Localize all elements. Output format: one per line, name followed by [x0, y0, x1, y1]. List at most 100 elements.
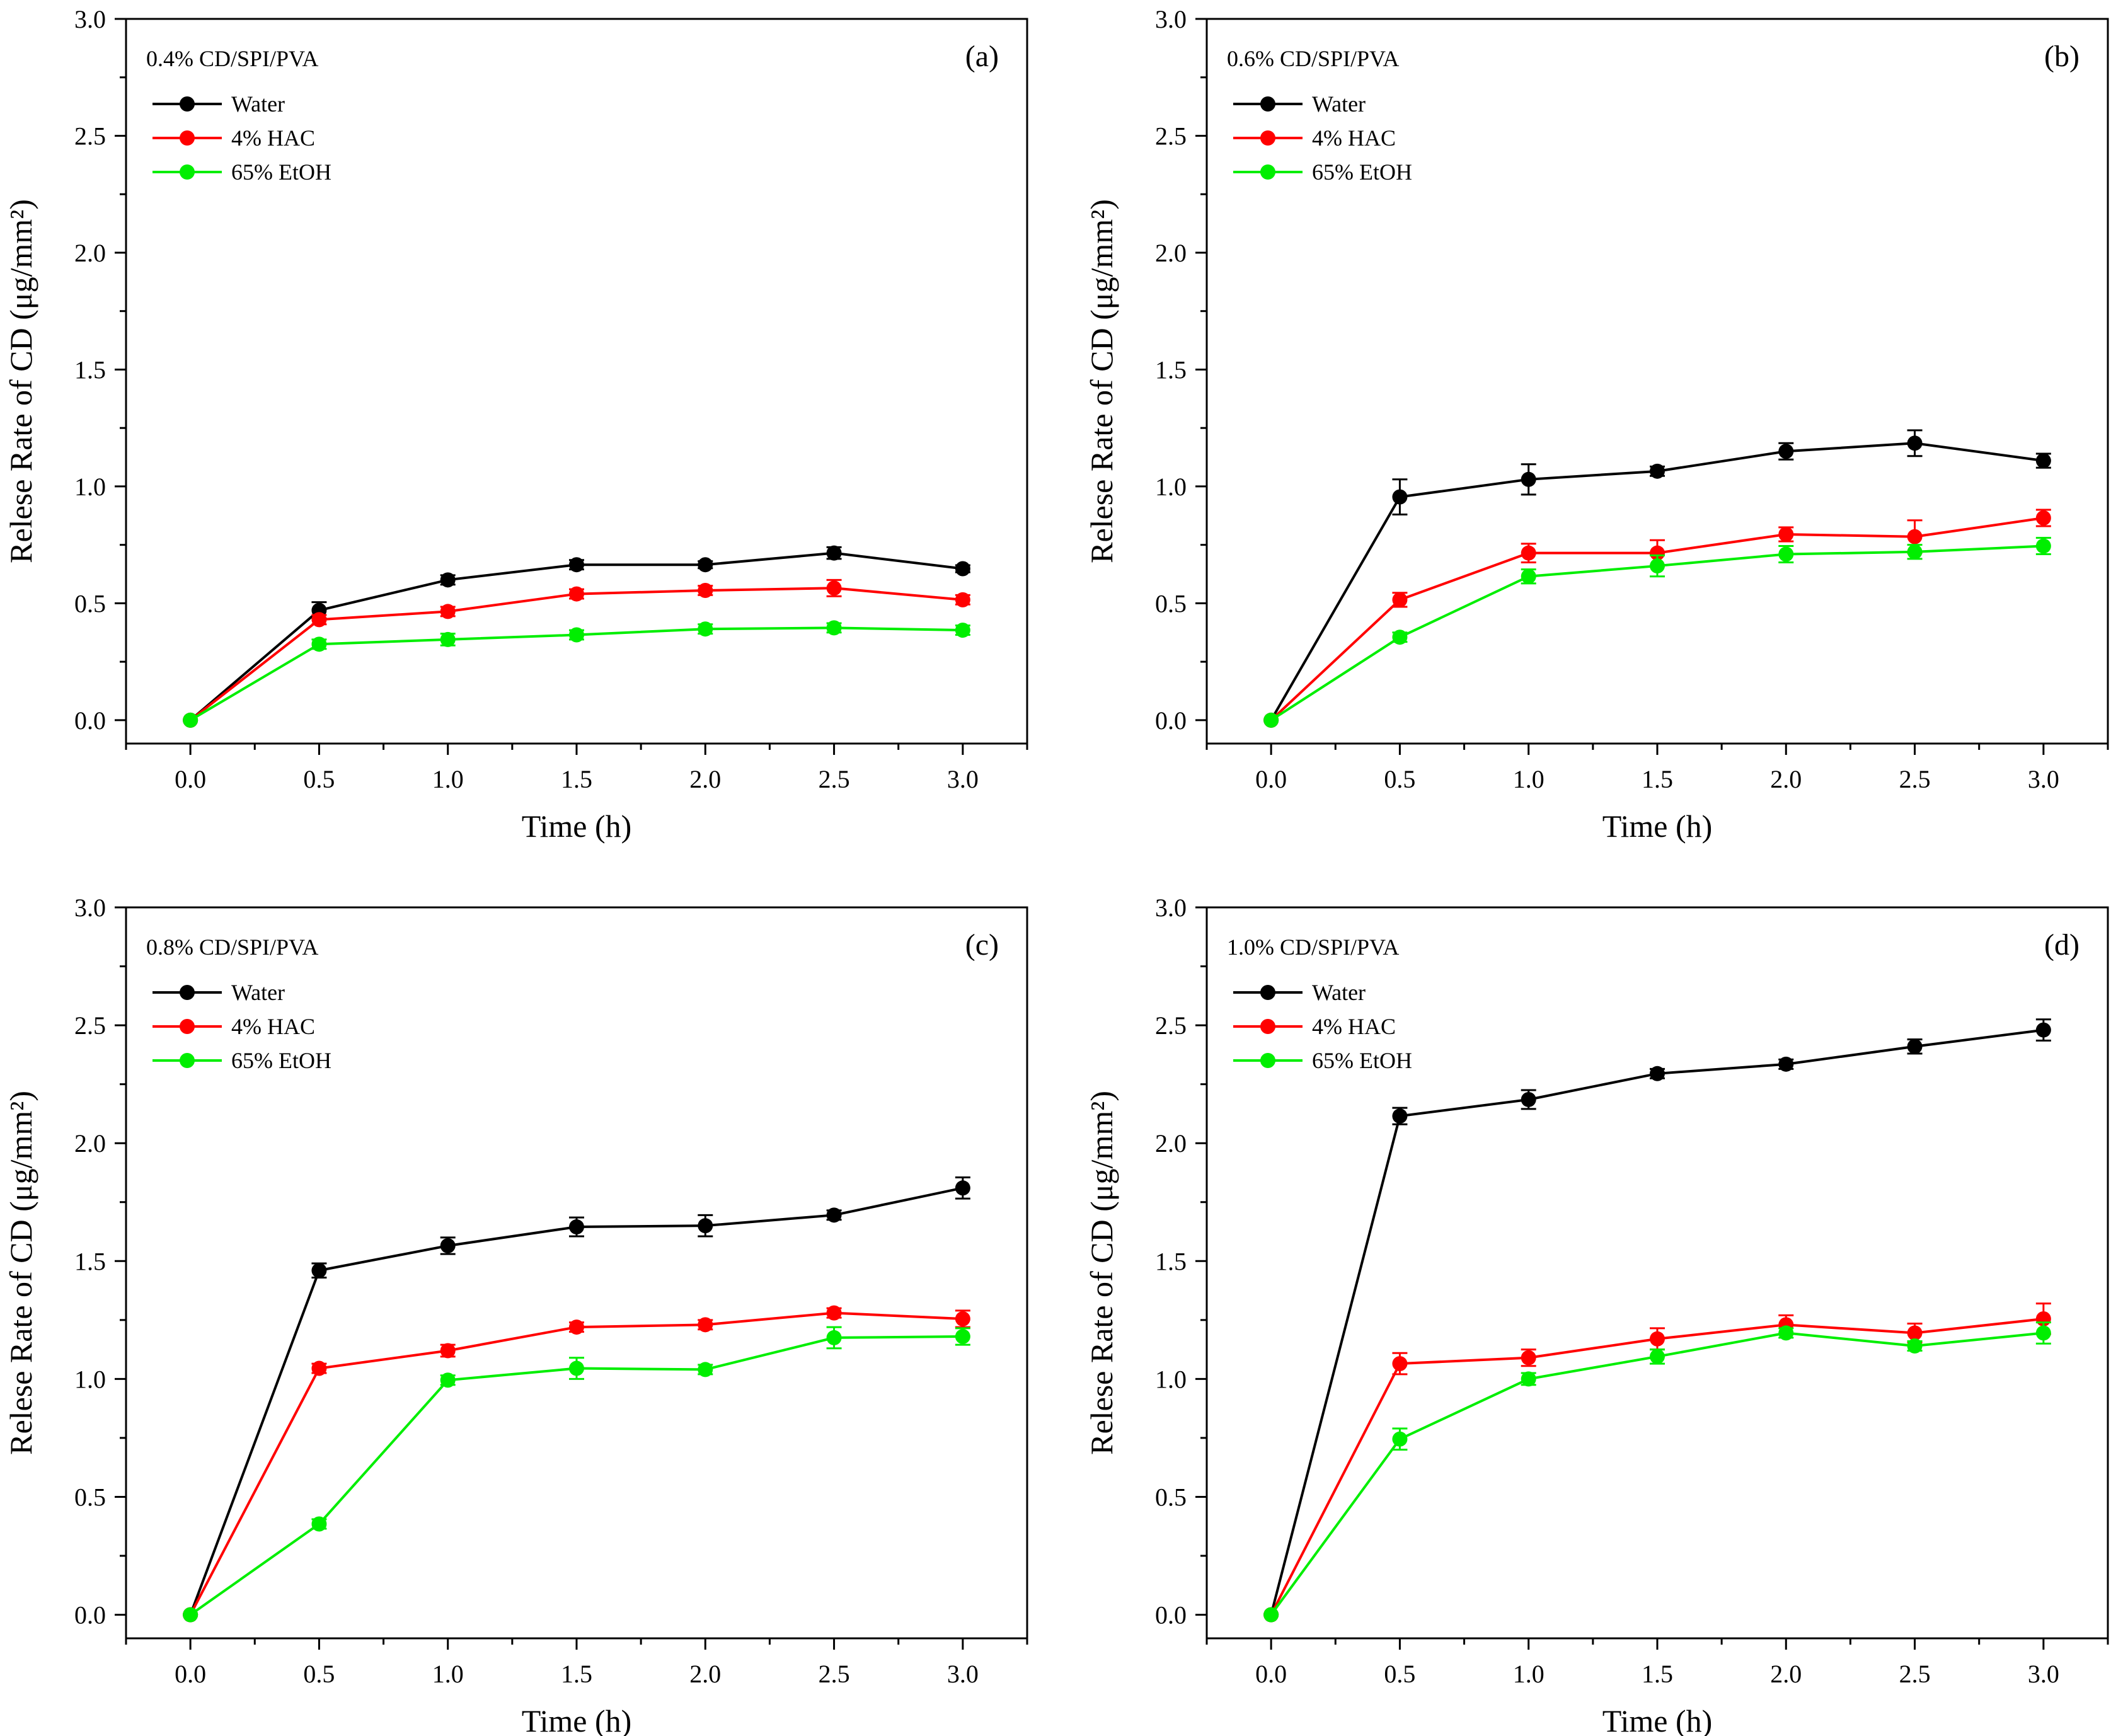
data-point: [955, 561, 970, 577]
y-tick-label: 2.5: [1155, 1011, 1187, 1040]
data-point: [1392, 592, 1408, 607]
data-point: [1521, 1091, 1536, 1107]
y-tick-label: 3.0: [74, 894, 106, 922]
data-point: [1521, 568, 1536, 584]
x-tick-label: 1.5: [561, 1660, 592, 1688]
data-point: [1778, 444, 1794, 459]
data-point: [311, 1516, 327, 1532]
data-point: [1650, 545, 1665, 561]
legend-label: 65% EtOH: [1312, 159, 1412, 185]
data-point: [1521, 1371, 1536, 1387]
panel-label: (d): [2044, 928, 2079, 962]
series-line: [1270, 1331, 2044, 1616]
y-tick-label: 1.5: [1155, 355, 1187, 384]
data-point: [826, 545, 842, 561]
data-point: [1907, 1038, 1923, 1054]
data-point: [569, 1319, 584, 1335]
panel-label: (a): [965, 40, 999, 73]
data-point: [569, 627, 584, 643]
y-tick-label: 2.5: [74, 122, 106, 150]
data-point: [569, 586, 584, 602]
data-point: [2035, 1325, 2051, 1341]
data-point: [440, 631, 456, 647]
data-point: [826, 620, 842, 636]
data-point: [1521, 1350, 1536, 1365]
y-tick-label: 2.5: [74, 1011, 106, 1040]
data-point: [826, 1207, 842, 1223]
x-tick-label: 2.5: [819, 765, 850, 793]
data-point: [1263, 712, 1279, 728]
y-tick-label: 0.0: [74, 706, 106, 735]
data-point: [1907, 544, 1923, 560]
y-tick-label: 3.0: [74, 5, 106, 33]
x-tick-label: 2.0: [689, 1660, 721, 1688]
legend-label: 65% EtOH: [1312, 1048, 1412, 1073]
data-point: [1778, 1056, 1794, 1072]
x-axis-title: Time (h): [522, 1703, 632, 1736]
series-65-etoh: [1263, 537, 2051, 728]
legend-label: Water: [231, 980, 285, 1005]
series-4-hac: [183, 1305, 970, 1623]
legend-label: Water: [231, 91, 285, 117]
x-tick-label: 0.5: [1384, 765, 1415, 793]
y-tick-label: 0.0: [74, 1601, 106, 1630]
legend-label: Water: [1312, 91, 1366, 117]
y-tick-label: 1.0: [1155, 1365, 1187, 1393]
series-water: [1263, 1018, 2051, 1623]
data-point: [2035, 1022, 2051, 1038]
legend-marker: [1260, 164, 1275, 180]
x-tick-label: 1.5: [1642, 1660, 1673, 1688]
data-point: [955, 623, 970, 638]
x-axis-title: Time (h): [1602, 1703, 1713, 1736]
chart-panel-3: 0.0 0.5 1.0 1.5 2.0 2.5 3.0 0.0 0.5 1.0 1.5 2.0 2.5 3…: [3, 894, 1028, 1736]
panel-title: 0.8% CD/SPI/PVA: [146, 934, 318, 960]
data-point: [698, 1362, 713, 1377]
x-tick-label: 2.0: [1770, 1660, 1802, 1688]
x-tick-label: 1.5: [561, 765, 592, 793]
legend-marker: [180, 1053, 195, 1068]
y-tick-label: 0.0: [1155, 706, 1187, 735]
y-tick-label: 2.5: [1155, 122, 1187, 150]
data-point: [1907, 435, 1923, 451]
data-point: [1650, 1348, 1665, 1364]
panel-title: 0.4% CD/SPI/PVA: [146, 46, 318, 71]
data-point: [1521, 471, 1536, 487]
data-point: [569, 557, 584, 573]
panel-title: 1.0% CD/SPI/PVA: [1227, 934, 1399, 960]
data-point: [1907, 529, 1923, 544]
chart-panel-4: 0.0 0.5 1.0 1.5 2.0 2.5 3.0 0.0 0.5 1.0 1.5 2.0 2.5 3…: [1084, 894, 2109, 1736]
data-point: [1778, 526, 1794, 542]
y-tick-label: 2.0: [74, 1129, 106, 1158]
x-tick-label: 1.0: [432, 1660, 464, 1688]
legend-marker: [1260, 130, 1275, 146]
y-tick-label: 2.0: [1155, 239, 1187, 267]
series-line: [189, 1187, 963, 1616]
data-point: [826, 580, 842, 596]
data-point: [569, 1219, 584, 1235]
panel-label: (c): [965, 928, 999, 962]
y-tick-label: 1.0: [74, 473, 106, 501]
data-point: [440, 604, 456, 619]
series-line: [1270, 442, 2044, 721]
y-tick-label: 3.0: [1155, 5, 1187, 33]
legend-label: 4% HAC: [1312, 125, 1396, 151]
x-tick-label: 0.0: [1255, 1660, 1287, 1688]
x-tick-label: 2.5: [1899, 1660, 1931, 1688]
x-tick-label: 0.5: [1384, 1660, 1415, 1688]
data-point: [311, 612, 327, 628]
x-tick-label: 1.5: [1642, 765, 1673, 793]
series-65-etoh: [1263, 1321, 2051, 1623]
data-point: [1778, 1325, 1794, 1341]
series-65-etoh: [183, 1326, 970, 1623]
y-tick-label: 1.5: [74, 1247, 106, 1275]
legend-label: 65% EtOH: [231, 1048, 331, 1073]
data-point: [1263, 1607, 1279, 1623]
x-tick-label: 3.0: [2028, 1660, 2059, 1688]
data-point: [826, 1305, 842, 1321]
data-point: [183, 712, 198, 728]
legend-marker: [180, 985, 195, 1000]
panel-title: 0.6% CD/SPI/PVA: [1227, 46, 1399, 71]
data-point: [440, 1343, 456, 1359]
x-tick-label: 0.5: [303, 765, 335, 793]
